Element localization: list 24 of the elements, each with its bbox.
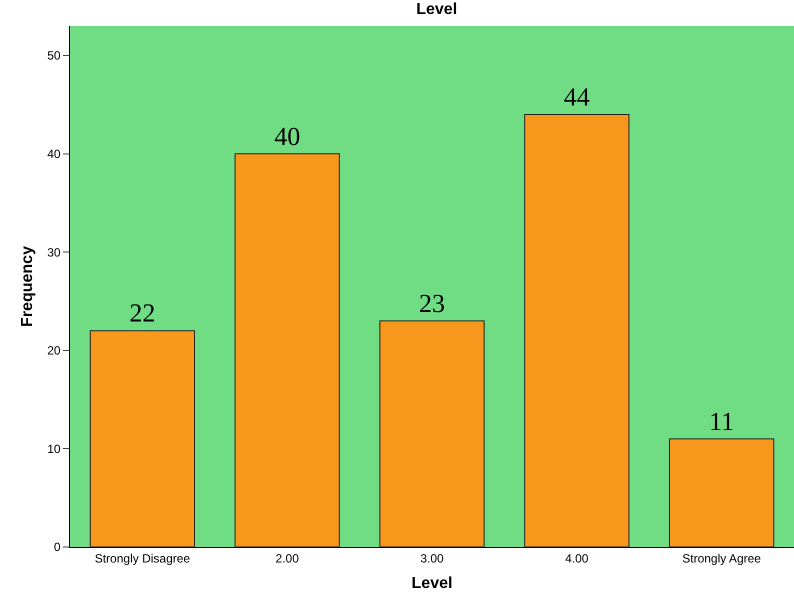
x-axis-title: Level: [412, 575, 452, 592]
bar: [90, 330, 196, 547]
bar: [379, 320, 485, 547]
y-tick-label: 30: [47, 245, 61, 260]
y-tick-label: 10: [47, 442, 61, 456]
data-label: 44: [564, 82, 590, 112]
bar: [234, 153, 340, 547]
chart-title: Level: [416, 1, 458, 18]
data-label: 11: [709, 406, 734, 436]
x-tick-label: Strongly Agree: [682, 551, 762, 566]
x-tick-label: Strongly Disagree: [94, 551, 190, 566]
bar: [524, 114, 630, 547]
y-tick-label: 40: [47, 146, 61, 161]
data-label: 40: [274, 122, 300, 151]
x-tick-label: 3.00: [420, 551, 444, 566]
y-tick-label: 50: [47, 48, 61, 63]
data-label: 22: [129, 298, 156, 328]
y-tick-label: 20: [47, 344, 61, 358]
bar: [668, 438, 774, 547]
data-label: 23: [419, 288, 445, 318]
y-axis-title: Frequency: [19, 246, 36, 327]
x-tick-label: 2.00: [276, 551, 300, 566]
x-tick-label: 4.00: [565, 551, 589, 566]
y-tick-label: 0: [54, 540, 61, 554]
